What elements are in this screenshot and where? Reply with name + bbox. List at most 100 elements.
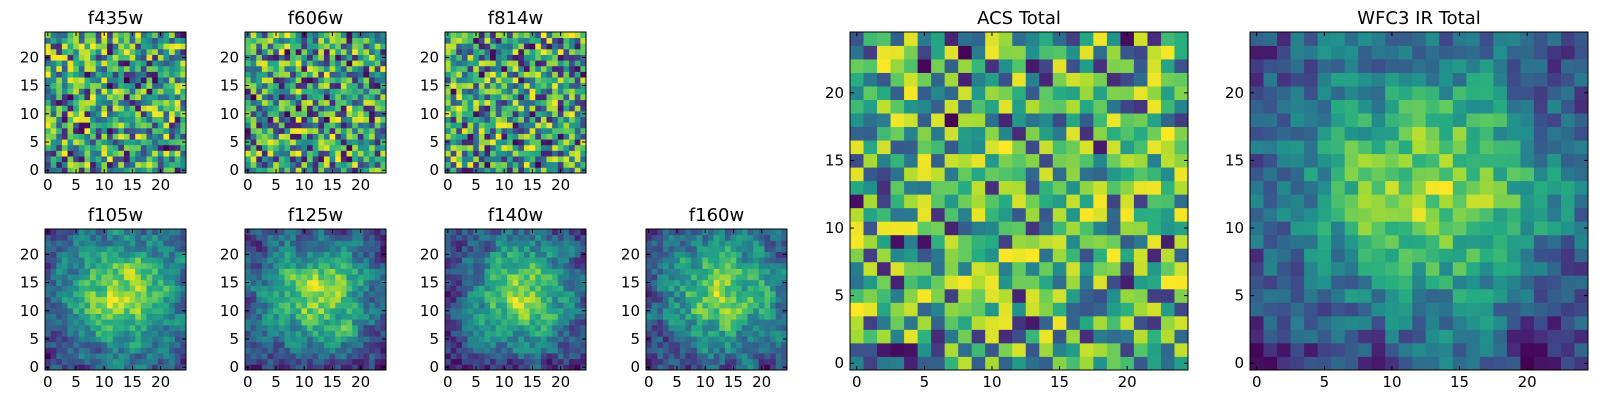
heatmap-cell: [318, 37, 325, 44]
heatmap-cell: [301, 296, 308, 303]
heatmap-cell: [290, 82, 297, 89]
heatmap-cell: [278, 110, 285, 117]
heatmap-cell: [61, 313, 68, 320]
heatmap-cell: [668, 319, 675, 326]
heatmap-cell: [467, 139, 474, 146]
heatmap-cell: [101, 156, 108, 163]
heatmap-cell: [340, 60, 347, 67]
heatmap-cell: [702, 307, 709, 314]
heatmap-cell: [250, 144, 257, 151]
heatmap-cell: [563, 139, 570, 146]
heatmap-cell: [369, 240, 376, 247]
heatmap-cell: [256, 364, 263, 371]
heatmap-cell: [495, 37, 502, 44]
heatmap-cell: [1012, 302, 1027, 317]
heatmap-cell: [931, 180, 946, 195]
heatmap-cell: [1039, 180, 1054, 195]
heatmap-cell: [278, 122, 285, 129]
heatmap-cell: [123, 156, 130, 163]
heatmap-cell: [84, 353, 91, 360]
heatmap-cell: [574, 262, 581, 269]
heatmap-cell: [140, 347, 147, 354]
heatmap-cell: [146, 139, 153, 146]
heatmap-cell: [135, 324, 142, 331]
heatmap-cell: [273, 341, 280, 348]
heatmap-cell: [301, 324, 308, 331]
heatmap-cell: [495, 48, 502, 55]
heatmap-cell: [318, 127, 325, 134]
heatmap-cell: [95, 144, 102, 151]
heatmap-cell: [490, 139, 497, 146]
heatmap-cell: [56, 296, 63, 303]
heatmap-cell: [781, 245, 788, 252]
heatmap-cell: [484, 257, 491, 264]
heatmap-cell: [1012, 221, 1027, 236]
heatmap-cell: [250, 251, 257, 258]
heatmap-cell: [456, 257, 463, 264]
heatmap-cell: [512, 127, 519, 134]
heatmap-cell: [152, 364, 159, 371]
heatmap-cell: [574, 353, 581, 360]
y-tick-label: 15: [220, 77, 239, 95]
heatmap-cell: [45, 341, 52, 348]
heatmap-cell: [490, 274, 497, 281]
heatmap-cell: [301, 122, 308, 129]
heatmap-cell: [708, 257, 715, 264]
heatmap-cell: [78, 285, 85, 292]
heatmap-cell: [273, 94, 280, 101]
heatmap-cell: [78, 364, 85, 371]
heatmap-cell: [730, 291, 737, 298]
heatmap-cell: [163, 122, 170, 129]
heatmap-cell: [146, 330, 153, 337]
heatmap-cell: [340, 319, 347, 326]
heatmap-cell: [369, 341, 376, 348]
heatmap-cell: [708, 279, 715, 286]
heatmap-cell: [646, 240, 653, 247]
heatmap-cell: [61, 82, 68, 89]
heatmap-cell: [512, 133, 519, 140]
heatmap-cell: [78, 133, 85, 140]
heatmap-cell: [352, 54, 359, 61]
heatmap-cell: [484, 240, 491, 247]
heatmap-cell: [484, 48, 491, 55]
heatmap-cell: [696, 291, 703, 298]
heatmap-cell: [73, 122, 80, 129]
heatmap-cell: [340, 353, 347, 360]
heatmap-cell: [529, 234, 536, 241]
heatmap-cell: [140, 116, 147, 123]
heatmap-cell: [662, 353, 669, 360]
heatmap-cell: [380, 127, 387, 134]
heatmap-cell: [501, 127, 508, 134]
heatmap-cell: [535, 251, 542, 258]
heatmap-cell: [507, 245, 514, 252]
heatmap-cell: [284, 77, 291, 84]
heatmap-cell: [123, 139, 130, 146]
heatmap-cell: [140, 307, 147, 314]
heatmap-cell: [123, 116, 130, 123]
heatmap-cell: [512, 307, 519, 314]
heatmap-cell: [563, 37, 570, 44]
heatmap-cell: [747, 347, 754, 354]
heatmap-cell: [445, 257, 452, 264]
heatmap-cell: [781, 313, 788, 320]
heatmap-cell: [473, 330, 480, 337]
heatmap-cell: [523, 296, 530, 303]
heatmap-cell: [129, 161, 136, 168]
heatmap-cell: [501, 319, 508, 326]
heatmap-cell: [546, 156, 553, 163]
heatmap-cell: [152, 161, 159, 168]
heatmap-cell: [146, 105, 153, 112]
heatmap-cell: [1133, 261, 1148, 276]
heatmap-cell: [563, 319, 570, 326]
heatmap-cell: [501, 240, 508, 247]
heatmap-cell: [668, 324, 675, 331]
heatmap-cell: [50, 156, 57, 163]
heatmap-cell: [380, 274, 387, 281]
heatmap-cell: [318, 285, 325, 292]
heatmap-cell: [512, 302, 519, 309]
heatmap-cell: [944, 248, 959, 263]
heatmap-cell: [685, 302, 692, 309]
heatmap-cell: [662, 358, 669, 365]
heatmap-cell: [307, 240, 314, 247]
heatmap-cell: [552, 54, 559, 61]
